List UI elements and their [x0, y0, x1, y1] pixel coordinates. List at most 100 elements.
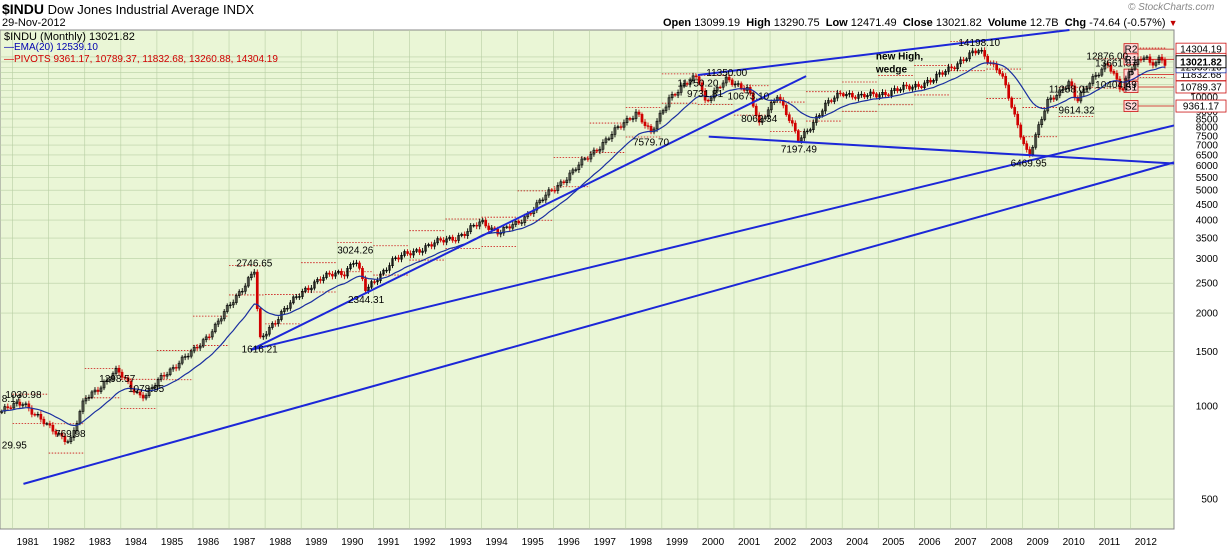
candle-body	[1037, 124, 1041, 136]
candle-body	[580, 158, 584, 166]
candle-body	[751, 92, 755, 107]
candle-body	[854, 96, 857, 99]
candle-body	[757, 115, 761, 123]
down-triangle-icon: ▼	[1168, 18, 1178, 28]
candle-body	[1055, 94, 1059, 100]
y-tick-label: 6000	[1196, 161, 1219, 172]
open-label: Open	[663, 17, 692, 29]
candles	[0, 47, 1167, 445]
price-annotation: 11258.01	[1049, 84, 1090, 95]
candle-body	[448, 236, 451, 240]
candle-body	[1109, 64, 1113, 72]
candle-body	[950, 66, 953, 69]
candle-body	[544, 194, 548, 201]
y-axis: 500 1000 1500 2000 2500 3000 3500 4000 4500 5000 5…	[1190, 52, 1218, 505]
candle-body	[1007, 84, 1011, 99]
last-price-label: 13021.82	[1180, 57, 1222, 68]
candle-body	[57, 432, 61, 435]
candle-body	[1088, 83, 1092, 89]
low-value: 12471.49	[850, 17, 897, 29]
candle-body	[682, 83, 686, 86]
candle-body	[490, 227, 494, 230]
candle-body	[799, 137, 803, 142]
candle-body	[941, 72, 944, 75]
candle-body	[84, 398, 88, 402]
candle-body	[436, 238, 439, 244]
candle-body	[514, 220, 518, 225]
candle-body	[1103, 63, 1107, 70]
candle-body	[156, 378, 160, 387]
candle-body	[240, 290, 244, 293]
candle-body	[935, 73, 938, 81]
candle-body	[863, 93, 866, 98]
volume-label: Volume	[987, 17, 1027, 29]
candle-body	[1052, 97, 1056, 100]
x-tick-label: 2001	[738, 537, 761, 548]
candle-body	[24, 403, 28, 405]
candle-body	[661, 110, 665, 114]
candle-body	[472, 224, 476, 227]
note-new-high: new High,	[876, 51, 923, 62]
candle-body	[87, 396, 91, 399]
candle-body	[1151, 62, 1155, 66]
candle-body	[646, 125, 650, 127]
candle-body	[258, 308, 262, 338]
candle-body	[361, 267, 364, 280]
candle-body	[129, 381, 133, 390]
candle-body	[219, 318, 223, 322]
candle-body	[676, 92, 680, 96]
candle-body	[565, 179, 569, 184]
candle-body	[730, 79, 734, 85]
candle-body	[995, 63, 999, 71]
candle-body	[1133, 64, 1137, 70]
candle-body	[45, 423, 49, 425]
candle-body	[796, 130, 800, 142]
stockcharts-watermark: © StockCharts.com	[1128, 2, 1215, 13]
candle-body	[1070, 81, 1074, 87]
candle-body	[445, 238, 448, 243]
candle-body	[397, 257, 400, 260]
candle-body	[403, 251, 406, 256]
price-annotation: 1078.95	[128, 384, 165, 395]
low-label: Low	[825, 17, 848, 29]
candle-body	[1034, 134, 1038, 148]
candle-body	[201, 339, 205, 347]
candle-body	[1115, 73, 1119, 80]
x-tick-label: 2004	[846, 537, 869, 548]
candle-body	[884, 92, 887, 96]
candle-body	[805, 130, 809, 133]
candle-body	[249, 273, 253, 278]
candle-body	[547, 189, 551, 196]
candle-body	[126, 377, 130, 382]
candle-body	[1058, 89, 1062, 96]
candle-body	[108, 379, 112, 381]
candle-body	[589, 153, 593, 160]
candle-body	[790, 120, 794, 124]
price-annotation: 12876.00	[1086, 51, 1128, 62]
candle-body	[51, 424, 55, 432]
candle-body	[658, 112, 662, 122]
candle-body	[466, 231, 470, 236]
y-tick-label: 2000	[1196, 309, 1219, 320]
candle-body	[688, 80, 692, 85]
candle-body	[604, 138, 608, 143]
pivot-tag-label: S2	[1125, 102, 1138, 113]
candle-body	[1040, 119, 1044, 125]
candle-body	[1097, 74, 1101, 77]
candle-body	[983, 50, 986, 57]
candle-body	[394, 257, 397, 259]
candle-body	[571, 169, 575, 174]
x-tick-label: 2010	[1063, 537, 1086, 548]
price-annotation: 10673.10	[728, 91, 770, 102]
x-tick-label: 1985	[161, 537, 184, 548]
candle-body	[911, 86, 914, 90]
price-annotation: 7197.49	[781, 144, 818, 155]
candle-body	[54, 430, 58, 435]
x-tick-label: 1995	[522, 537, 545, 548]
trendline-long-uptrend-1	[250, 124, 1175, 351]
candle-body	[881, 92, 884, 96]
candle-body	[980, 50, 983, 52]
candle-body	[451, 236, 455, 241]
candle-body	[754, 105, 758, 116]
